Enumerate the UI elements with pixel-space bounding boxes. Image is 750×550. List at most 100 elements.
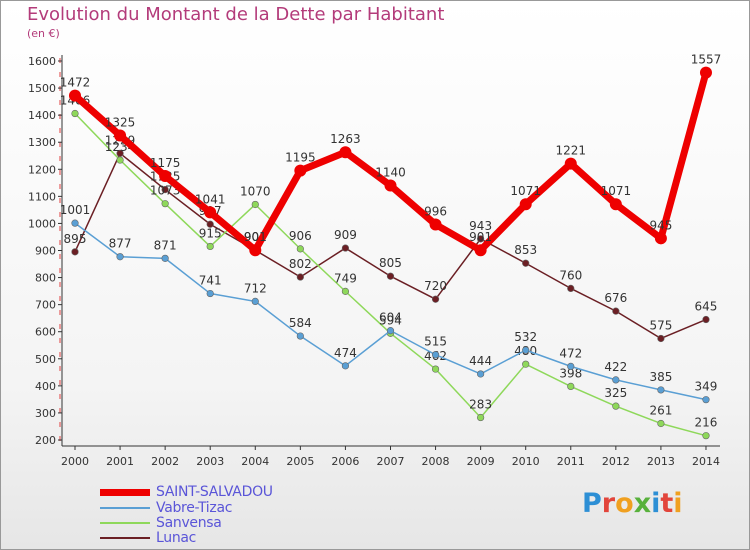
data-point bbox=[522, 346, 530, 354]
data-point bbox=[657, 334, 665, 343]
data-point bbox=[71, 109, 79, 118]
data-point bbox=[567, 382, 575, 390]
legend-item-lunac: Lunac bbox=[100, 530, 360, 546]
data-label: 1325 bbox=[105, 115, 136, 129]
x-tick-label: 2001 bbox=[106, 455, 134, 468]
data-point bbox=[386, 272, 395, 280]
x-tick-label: 2000 bbox=[61, 455, 89, 468]
data-label: 444 bbox=[469, 354, 492, 368]
data-point bbox=[294, 164, 307, 177]
logo-letter: P bbox=[582, 488, 602, 519]
data-label: 1070 bbox=[240, 184, 271, 198]
logo-letter: i bbox=[651, 488, 661, 519]
data-label: 349 bbox=[695, 380, 718, 394]
legend-item-saint-salvadou: SAINT-SALVADOU bbox=[100, 484, 360, 500]
data-label: 645 bbox=[695, 300, 718, 314]
x-tick-label: 2013 bbox=[647, 455, 675, 468]
data-label: 1195 bbox=[285, 151, 316, 165]
data-label: 594 bbox=[379, 313, 402, 327]
x-tick-label: 2012 bbox=[602, 455, 630, 468]
data-label: 584 bbox=[289, 316, 312, 330]
logo-letter: t bbox=[660, 488, 674, 519]
legend-swatch bbox=[100, 537, 150, 539]
data-label: 1071 bbox=[601, 184, 632, 198]
y-tick-label: 1100 bbox=[28, 190, 56, 203]
data-point bbox=[564, 157, 577, 170]
data-point bbox=[206, 242, 214, 251]
x-tick-label: 2005 bbox=[286, 455, 314, 468]
data-label: 283 bbox=[469, 398, 492, 412]
data-label: 760 bbox=[559, 268, 582, 282]
data-point bbox=[116, 253, 124, 261]
data-point bbox=[477, 370, 485, 378]
legend-label: Vabre-Tizac bbox=[156, 500, 233, 516]
data-label: 802 bbox=[289, 257, 312, 271]
y-tick-label: 1200 bbox=[28, 163, 56, 176]
data-label: 398 bbox=[559, 366, 582, 380]
legend-swatch bbox=[100, 507, 150, 509]
data-label: 261 bbox=[649, 403, 672, 417]
data-point bbox=[339, 146, 352, 159]
x-tick-label: 2003 bbox=[196, 455, 224, 468]
data-point bbox=[654, 232, 667, 245]
data-label: 422 bbox=[604, 360, 627, 374]
data-label: 945 bbox=[649, 218, 672, 232]
y-tick-label: 1400 bbox=[28, 109, 56, 122]
y-tick-label: 1300 bbox=[28, 136, 56, 149]
data-point bbox=[657, 419, 665, 428]
data-point bbox=[522, 259, 530, 267]
data-label: 604 bbox=[379, 311, 402, 325]
data-label: 1557 bbox=[691, 53, 722, 67]
data-label: 385 bbox=[649, 370, 672, 384]
data-point bbox=[296, 245, 304, 253]
data-point bbox=[474, 244, 487, 257]
legend-swatch bbox=[100, 489, 150, 496]
data-point bbox=[431, 351, 440, 359]
data-point bbox=[159, 170, 172, 183]
data-point bbox=[204, 206, 217, 219]
data-point bbox=[477, 413, 485, 422]
x-tick-label: 2011 bbox=[557, 455, 585, 468]
data-label: 532 bbox=[514, 330, 537, 344]
legend-label: SAINT-SALVADOU bbox=[156, 484, 273, 500]
data-label: 906 bbox=[289, 229, 312, 243]
data-point bbox=[296, 273, 304, 281]
data-point bbox=[477, 235, 485, 243]
y-tick-label: 1500 bbox=[28, 82, 56, 95]
y-tick-label: 1600 bbox=[28, 55, 56, 68]
data-point bbox=[429, 218, 442, 231]
data-label: 996 bbox=[424, 205, 447, 219]
data-point bbox=[702, 315, 710, 324]
data-label: 1073 bbox=[150, 184, 181, 198]
data-point bbox=[71, 219, 79, 227]
x-tick-label: 2008 bbox=[422, 455, 450, 468]
data-point bbox=[249, 244, 262, 257]
x-tick-label: 2002 bbox=[151, 455, 179, 468]
y-tick-label: 1000 bbox=[28, 217, 56, 230]
y-tick-label: 500 bbox=[35, 353, 56, 366]
data-label: 216 bbox=[695, 416, 718, 430]
data-point bbox=[431, 295, 440, 303]
x-tick-label: 2004 bbox=[241, 455, 269, 468]
chart-subtitle: (en €) bbox=[27, 27, 60, 40]
data-point bbox=[609, 198, 622, 211]
data-label: 943 bbox=[469, 219, 492, 233]
data-point bbox=[341, 362, 350, 370]
data-point bbox=[699, 66, 712, 79]
data-label: 712 bbox=[244, 281, 267, 295]
data-point bbox=[519, 198, 532, 211]
data-point bbox=[206, 289, 214, 298]
x-tick-label: 2014 bbox=[692, 455, 720, 468]
legend-item-vabre-tizac: Vabre-Tizac bbox=[100, 500, 360, 516]
data-point bbox=[341, 244, 350, 252]
data-label: 909 bbox=[334, 228, 357, 242]
data-point bbox=[116, 156, 124, 164]
data-point bbox=[161, 200, 169, 208]
y-tick-label: 800 bbox=[35, 272, 56, 285]
data-point bbox=[251, 200, 259, 209]
data-point bbox=[702, 432, 710, 440]
data-point bbox=[567, 284, 575, 293]
data-label: 871 bbox=[154, 238, 177, 252]
y-tick-label: 900 bbox=[35, 245, 56, 258]
data-label: 895 bbox=[64, 232, 87, 246]
